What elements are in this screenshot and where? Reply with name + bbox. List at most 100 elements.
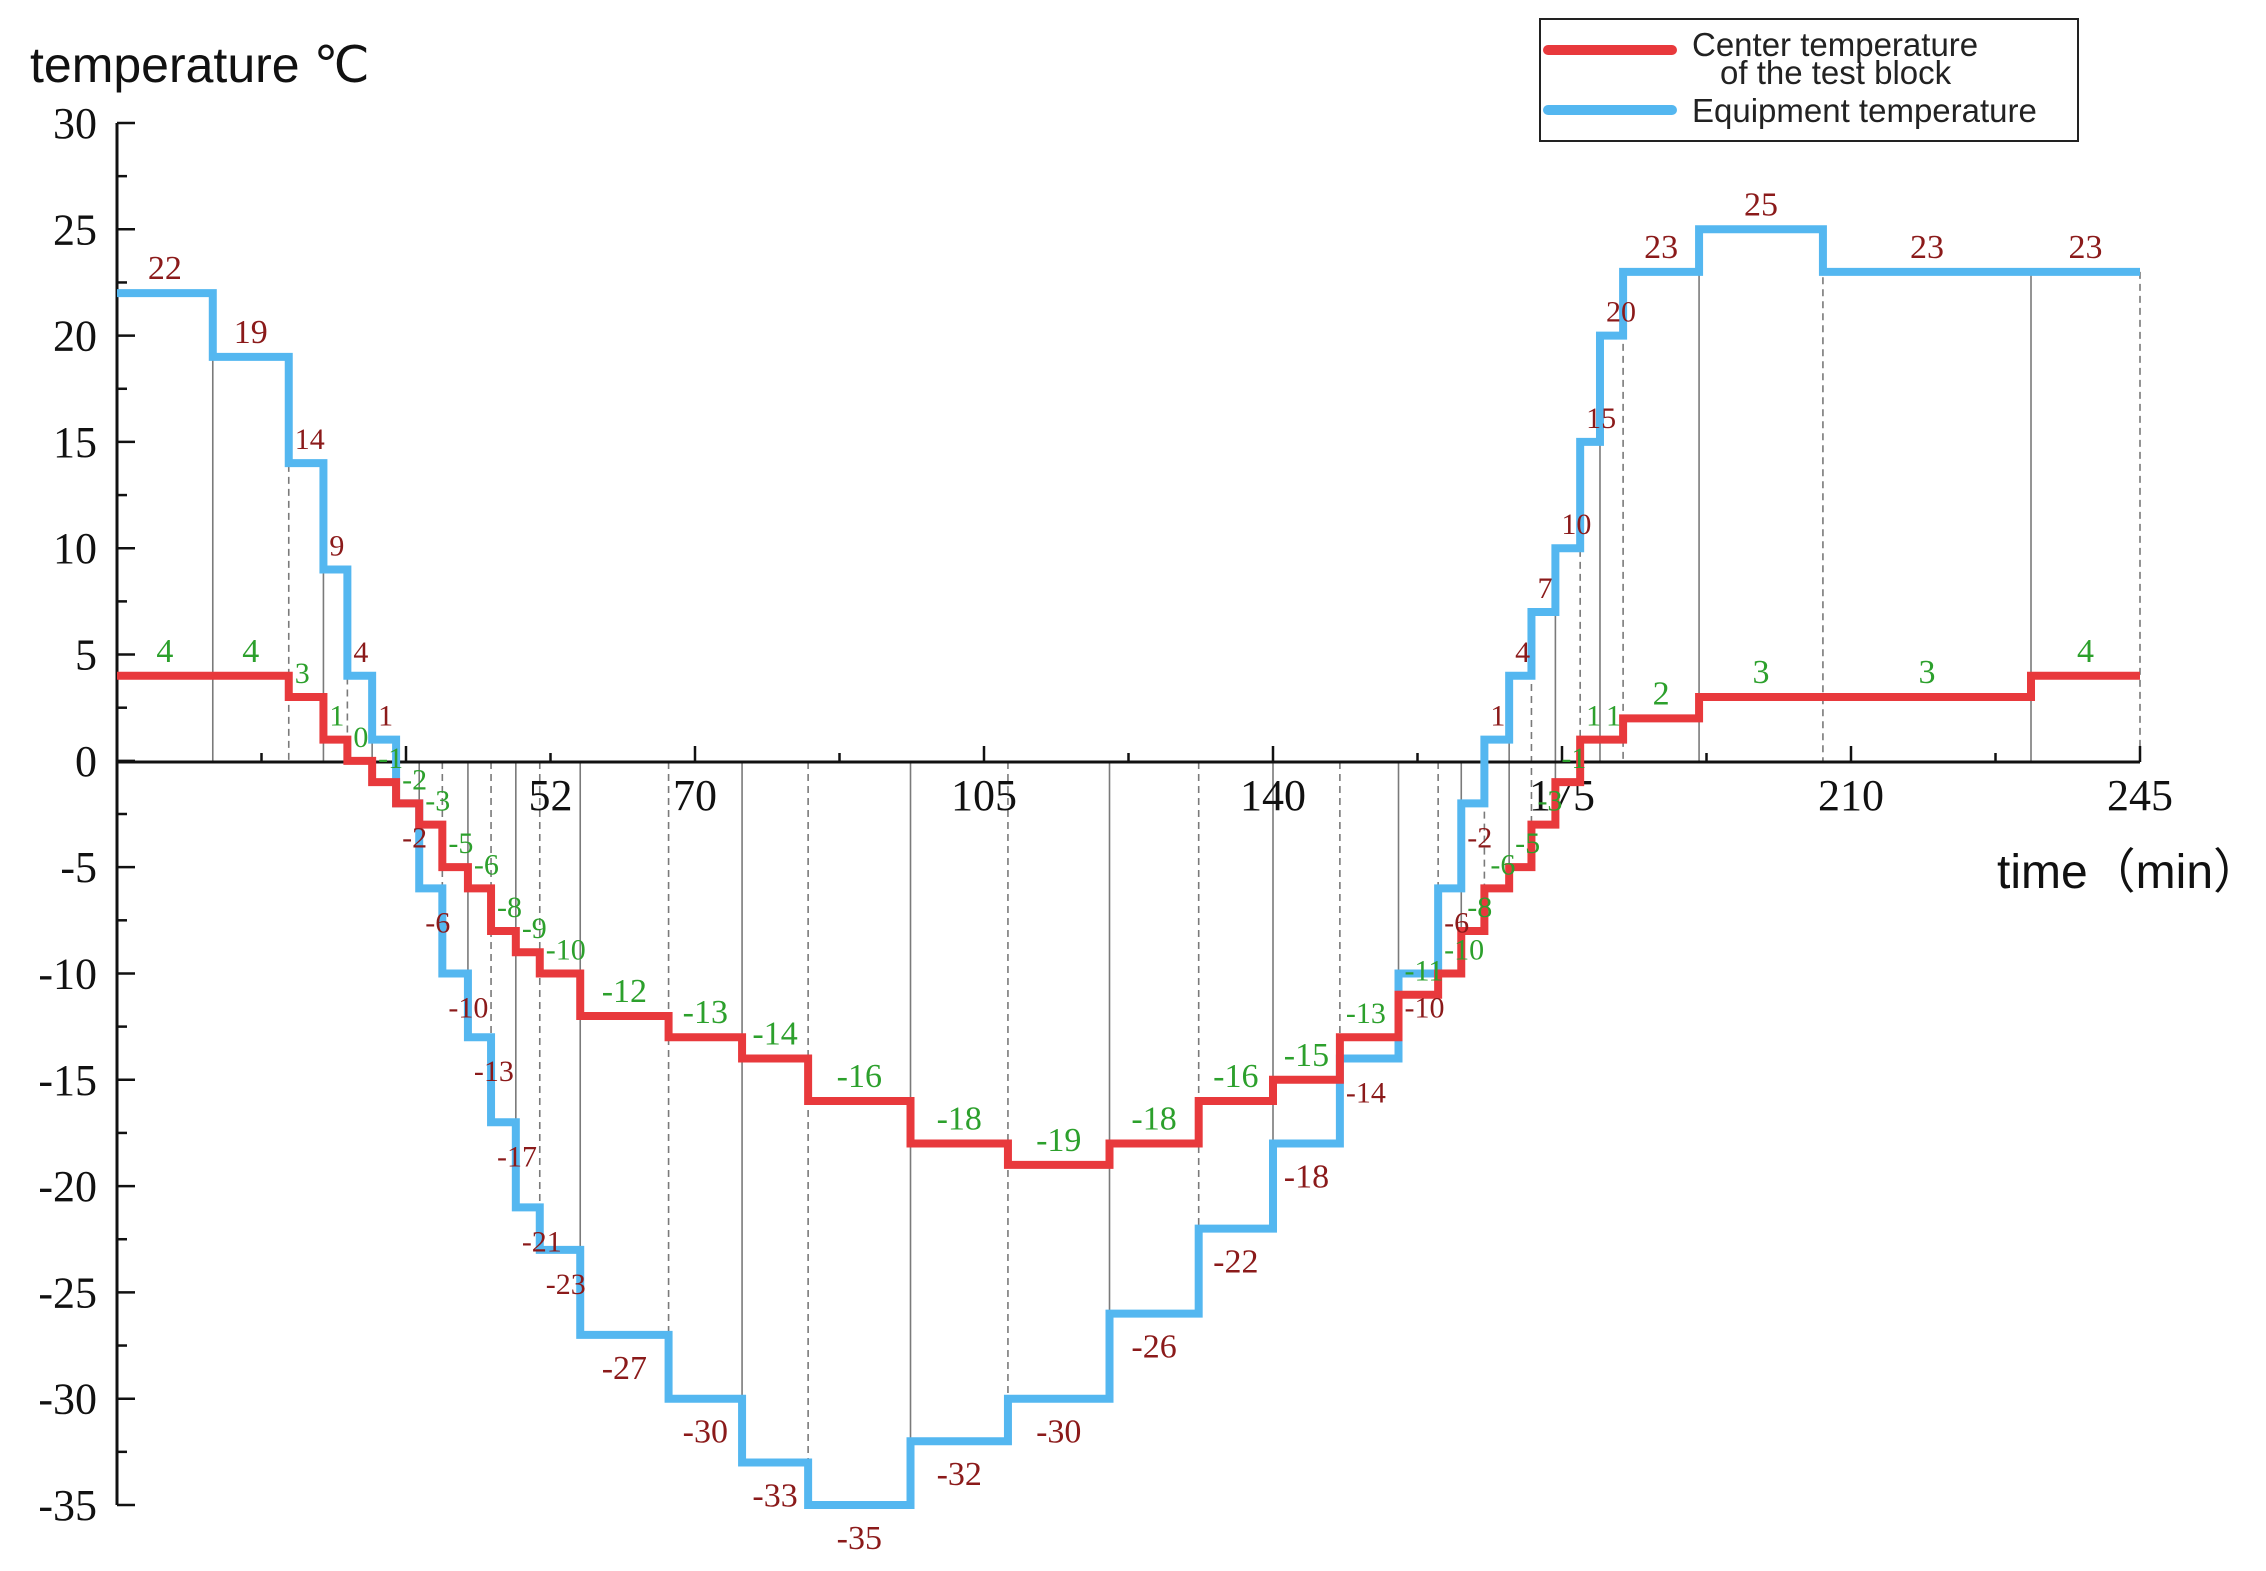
legend-box bbox=[1539, 18, 2079, 142]
x-tick-label: 210 bbox=[1818, 771, 1884, 820]
center-data-label: 0 bbox=[353, 721, 368, 754]
equipment-data-label: -18 bbox=[1284, 1159, 1329, 1196]
legend-label-equipment: Equipment temperature bbox=[1692, 92, 2037, 129]
center-data-label: -16 bbox=[837, 1058, 882, 1095]
equipment-data-label: 23 bbox=[1644, 229, 1678, 266]
data-labels: 4 4310-1-2-3-5-6-8-9-10-12-13-14-16-18-19… bbox=[148, 186, 2103, 1557]
equipment-data-label: -6 bbox=[1444, 906, 1469, 939]
equipment-data-label: 23 bbox=[1910, 229, 1944, 266]
y-tick-label: -5 bbox=[60, 843, 97, 892]
y-tick-label: -15 bbox=[38, 1056, 97, 1105]
center-data-label: 2 bbox=[1653, 675, 1670, 712]
center-data-label: -11 bbox=[1405, 955, 1444, 988]
center-data-label: -1 bbox=[1561, 742, 1586, 775]
equipment-data-label: -2 bbox=[402, 821, 427, 854]
x-tick-label: 52 bbox=[529, 771, 573, 820]
center-data-label: -6 bbox=[1490, 848, 1515, 881]
y-tick-label: 0 bbox=[75, 737, 97, 786]
center-data-label: -6 bbox=[474, 848, 499, 881]
center-data-label: -13 bbox=[1346, 997, 1386, 1030]
y-tick-label: 30 bbox=[53, 99, 97, 148]
y-tick-label: -35 bbox=[38, 1481, 97, 1530]
equipment-temperature-line bbox=[117, 225, 2140, 1509]
equipment-data-label: 23 bbox=[2069, 229, 2103, 266]
equipment-data-label: -14 bbox=[1346, 1077, 1386, 1110]
x-tick-label: 70 bbox=[673, 771, 717, 820]
center-data-label: -19 bbox=[1036, 1122, 1081, 1159]
center-data-label: 3 bbox=[295, 657, 310, 690]
center-data-label: -8 bbox=[497, 891, 522, 924]
equipment-data-label: 15 bbox=[1586, 402, 1616, 435]
equipment-data-label: -13 bbox=[474, 1055, 514, 1088]
y-axis-title: temperature ℃ bbox=[30, 37, 370, 93]
center-data-label: 3 bbox=[1752, 654, 1769, 691]
x-axis-title: time（min） bbox=[1997, 846, 2261, 899]
center-data-label: -18 bbox=[937, 1101, 982, 1138]
equipment-data-label: 7 bbox=[1537, 572, 1552, 605]
y-tick-label: -10 bbox=[38, 949, 97, 998]
legend-label-center-line2: of the test block bbox=[1720, 54, 1952, 91]
center-data-label: -8 bbox=[1467, 891, 1492, 924]
equipment-data-label: 19 bbox=[234, 314, 268, 351]
y-tick-label: -30 bbox=[38, 1375, 97, 1424]
equipment-data-label: 10 bbox=[1561, 508, 1591, 541]
equipment-data-label: -21 bbox=[522, 1225, 562, 1258]
x-tick-label: 105 bbox=[951, 771, 1017, 820]
y-tick-label: 20 bbox=[53, 312, 97, 361]
equipment-data-label: -26 bbox=[1131, 1329, 1176, 1366]
equipment-data-label: -17 bbox=[497, 1140, 537, 1173]
center-data-label: 4 bbox=[2077, 633, 2094, 670]
equipment-data-label: 1 bbox=[1490, 700, 1505, 733]
center-data-label: 3 bbox=[1918, 654, 1935, 691]
equipment-data-label: 25 bbox=[1744, 186, 1778, 223]
y-tick-label: 15 bbox=[53, 418, 97, 467]
y-tick-label: 5 bbox=[75, 631, 97, 680]
center-data-label: 4 bbox=[156, 633, 173, 670]
equipment-data-label: -32 bbox=[937, 1456, 982, 1493]
center-data-label: 1 bbox=[329, 700, 344, 733]
center-data-label: -3 bbox=[1537, 785, 1562, 818]
legend-label-center-line1: Center temperature bbox=[1692, 26, 1978, 63]
center-data-label: -2 bbox=[402, 763, 427, 796]
equipment-data-label: -10 bbox=[1405, 991, 1445, 1024]
center-data-label: -18 bbox=[1131, 1101, 1176, 1138]
equipment-data-label: -23 bbox=[546, 1268, 586, 1301]
center-data-label: -1 bbox=[378, 742, 403, 775]
center-data-label: -14 bbox=[752, 1016, 797, 1053]
center-data-label: -10 bbox=[1444, 933, 1484, 966]
equipment-data-label: 9 bbox=[329, 529, 344, 562]
center-data-label: 1 bbox=[1586, 700, 1601, 733]
equipment-data-label: -30 bbox=[683, 1414, 728, 1451]
center-data-label: -9 bbox=[522, 912, 547, 945]
center-data-label: -5 bbox=[1515, 827, 1540, 860]
center-data-label: -3 bbox=[425, 785, 450, 818]
equipment-data-label: -33 bbox=[752, 1477, 797, 1514]
x-tick-label: 245 bbox=[2107, 771, 2173, 820]
equipment-data-label: 20 bbox=[1606, 296, 1636, 329]
legend: Center temperature of the test block Equ… bbox=[1539, 18, 2079, 142]
center-data-label: -12 bbox=[602, 973, 647, 1010]
center-temperature-line bbox=[117, 671, 2140, 1169]
equipment-data-label: -30 bbox=[1036, 1414, 1081, 1451]
equipment-data-label: -6 bbox=[425, 906, 450, 939]
y-tick-label: 25 bbox=[53, 205, 97, 254]
center-data-label: -15 bbox=[1284, 1037, 1329, 1074]
equipment-data-label: -22 bbox=[1213, 1244, 1258, 1281]
equipment-data-label: 1 bbox=[378, 700, 393, 733]
center-data-label: -13 bbox=[683, 994, 728, 1031]
center-data-label: -16 bbox=[1213, 1058, 1258, 1095]
y-tick-label: 10 bbox=[53, 524, 97, 573]
equipment-data-label: -2 bbox=[1467, 821, 1492, 854]
y-tick-label: -25 bbox=[38, 1268, 97, 1317]
equipment-data-label: -27 bbox=[602, 1350, 647, 1387]
center-data-label: -10 bbox=[546, 933, 586, 966]
equipment-data-label: 14 bbox=[295, 423, 325, 456]
equipment-data-label: 4 bbox=[1515, 636, 1530, 669]
y-tick-label: -20 bbox=[38, 1162, 97, 1211]
equipment-data-label: 4 bbox=[353, 636, 368, 669]
series-lines bbox=[117, 225, 2140, 1509]
equipment-data-label: 22 bbox=[148, 250, 182, 287]
